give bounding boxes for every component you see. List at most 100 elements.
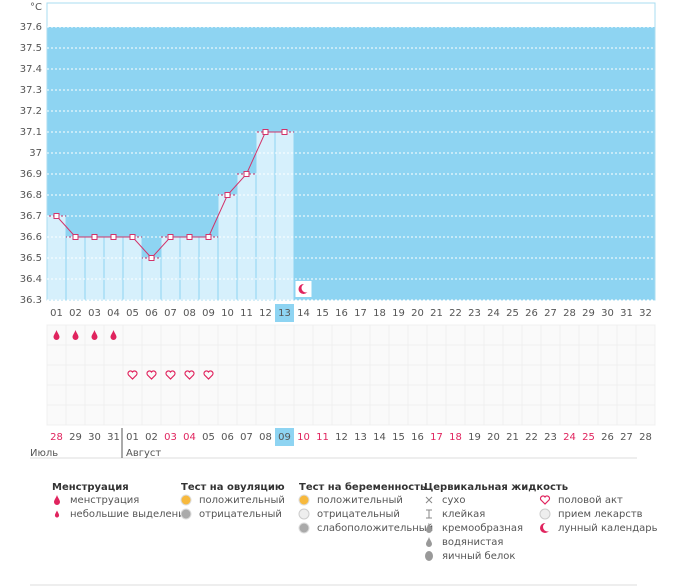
legend-item: кремообразная	[442, 523, 523, 534]
x-tick-label: 15	[316, 308, 329, 319]
legend-title: Цервикальная жидкость	[424, 482, 568, 493]
x-tick-label: 17	[354, 308, 367, 319]
symbol-cell	[616, 404, 637, 426]
date-label: 10	[297, 432, 310, 443]
date-label: 05	[202, 432, 215, 443]
symbol-cell	[350, 404, 371, 426]
heart-icon	[203, 370, 214, 380]
y-tick-label: 37.1	[20, 127, 42, 138]
symbol-cell	[274, 324, 295, 346]
symbol-cell	[179, 404, 200, 426]
legend-item: отрицательный	[317, 509, 400, 520]
symbol-cell	[426, 384, 447, 406]
date-label: 02	[145, 432, 158, 443]
y-tick-label: 36.9	[20, 169, 42, 180]
symbol-cell	[65, 384, 86, 406]
drop-icon	[426, 523, 432, 533]
symbol-cell	[445, 344, 466, 366]
temperature-column	[218, 195, 237, 300]
symbol-cell	[331, 364, 352, 386]
symbol-cell	[160, 384, 181, 406]
date-label: 22	[525, 432, 538, 443]
symbol-cell	[179, 324, 200, 346]
x-tick-label: 14	[297, 308, 310, 319]
symbol-cell	[578, 404, 599, 426]
gray-circle-icon	[180, 508, 192, 520]
legend-item: сухо	[442, 495, 465, 506]
symbol-cell	[597, 404, 618, 426]
temperature-column	[85, 237, 104, 300]
date-label: 16	[411, 432, 424, 443]
symbol-cell	[578, 384, 599, 406]
date-label: 28	[639, 432, 652, 443]
symbol-cell	[122, 364, 143, 386]
symbol-cell	[388, 364, 409, 386]
symbol-cell	[483, 384, 504, 406]
symbol-cell	[46, 384, 67, 406]
symbol-cell	[141, 384, 162, 406]
date-label: 30	[88, 432, 101, 443]
symbol-cell	[407, 404, 428, 426]
x-tick-label: 22	[449, 308, 462, 319]
symbol-cell	[426, 344, 447, 366]
x-tick-label: 29	[582, 308, 595, 319]
symbol-cell	[160, 404, 181, 426]
symbol-cell	[255, 344, 276, 366]
legend-item: яичный белок	[442, 551, 515, 562]
symbol-cell	[274, 384, 295, 406]
symbol-cell	[597, 384, 618, 406]
legend-title: Тест на овуляцию	[181, 482, 285, 493]
x-tick-label: 25	[506, 308, 519, 319]
x-tick-label: 06	[145, 308, 158, 319]
symbol-cell	[350, 364, 371, 386]
symbol-cell	[369, 404, 390, 426]
x-tick-label: 11	[240, 308, 253, 319]
symbol-cell	[540, 364, 561, 386]
symbol-cell	[559, 344, 580, 366]
temperature-column	[161, 237, 180, 300]
month-label: Июль	[30, 448, 58, 459]
symbol-cell	[198, 364, 219, 386]
symbol-cell	[369, 384, 390, 406]
date-label: 20	[487, 432, 500, 443]
symbol-cell	[160, 344, 181, 366]
symbol-cell	[46, 364, 67, 386]
legend-item: менструация	[70, 495, 139, 506]
symbol-cell	[122, 324, 143, 346]
symbol-cell	[407, 384, 428, 406]
symbol-cell	[84, 344, 105, 366]
x-tick-label: 01	[50, 308, 63, 319]
y-unit: °C	[30, 2, 42, 13]
symbol-cell	[122, 404, 143, 426]
symbol-cell	[236, 344, 257, 366]
symbol-cell	[179, 364, 200, 386]
y-tick-label: 37.2	[20, 106, 42, 117]
temperature-point	[243, 171, 250, 177]
symbol-cell	[103, 344, 124, 366]
symbol-cell	[331, 404, 352, 426]
symbol-cell	[122, 344, 143, 366]
legend-item: слабоположительный	[317, 523, 433, 534]
y-tick-label: 36.3	[20, 295, 42, 306]
temperature-column	[199, 237, 218, 300]
symbol-cell	[426, 364, 447, 386]
symbol-cell	[616, 324, 637, 346]
symbol-cell	[217, 344, 238, 366]
y-tick-label: 37.5	[20, 43, 42, 54]
moon-cut	[301, 283, 311, 293]
temperature-point	[167, 234, 174, 240]
orange-circle-icon	[180, 494, 192, 506]
y-tick-label: 37.6	[20, 22, 42, 33]
legend-item: прием лекарств	[558, 509, 643, 520]
symbol-cell	[483, 404, 504, 426]
symbol-cell	[236, 324, 257, 346]
temperature-column	[104, 237, 123, 300]
symbol-cell	[635, 364, 656, 386]
symbol-cell	[84, 364, 105, 386]
legend-item: клейкая	[442, 509, 485, 520]
symbol-cell	[255, 384, 276, 406]
symbol-cell	[293, 324, 314, 346]
symbol-cell	[160, 324, 181, 346]
symbol-cell	[236, 384, 257, 406]
